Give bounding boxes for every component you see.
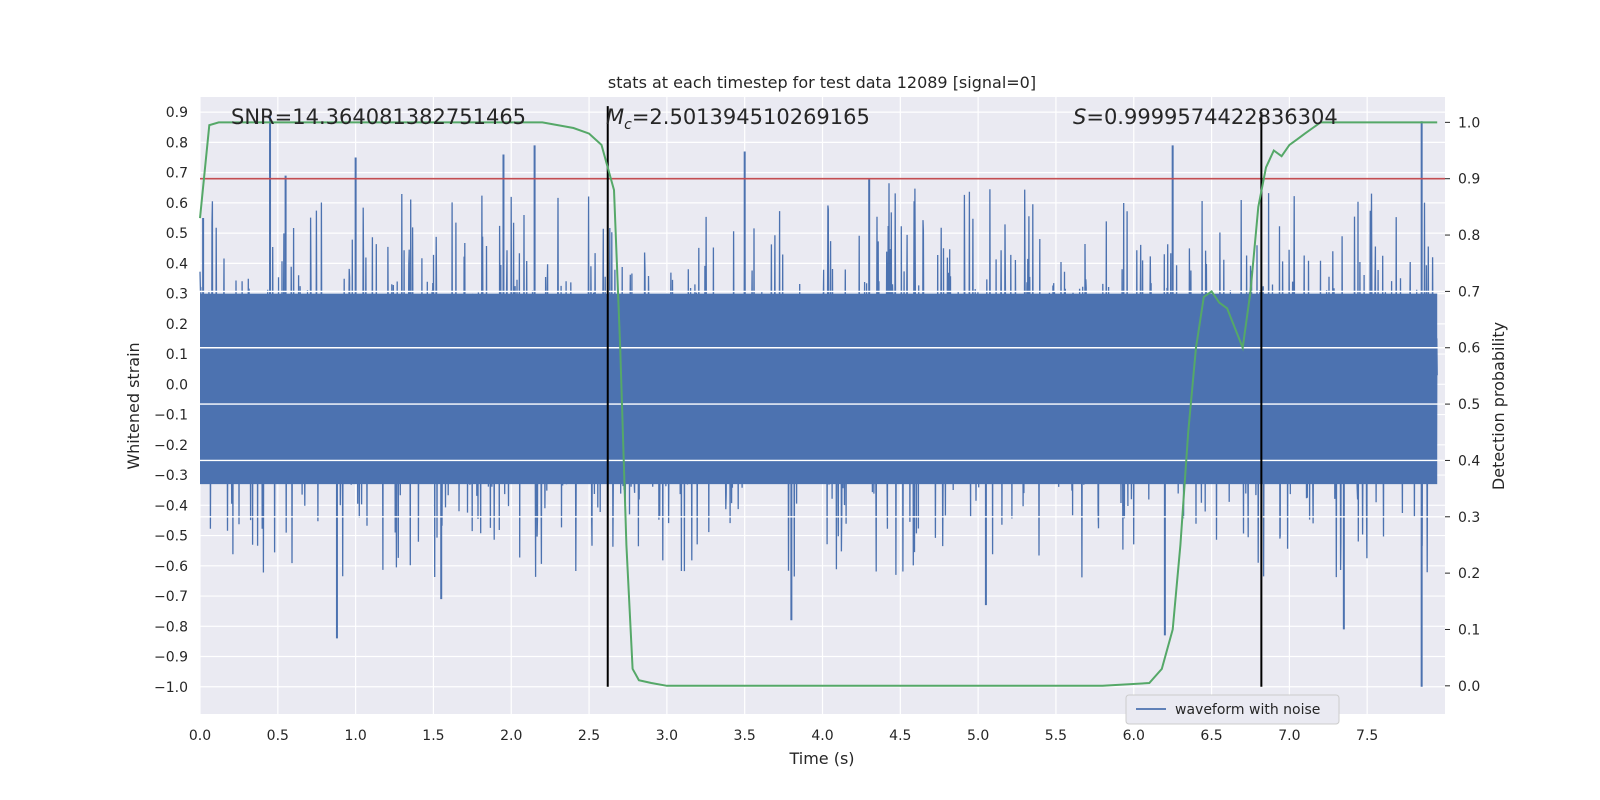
- y2-tick-label: 0.6: [1458, 341, 1480, 357]
- y2-tick-label: 0.9: [1458, 172, 1480, 188]
- chirp-mass-subscript: c: [624, 117, 632, 133]
- y-tick-label: −1.0: [154, 680, 188, 696]
- waveform-core: [200, 293, 1438, 485]
- y2-tick-label: 0.2: [1458, 566, 1480, 582]
- x-tick-label: 3.0: [656, 728, 678, 744]
- y-tick-label: 0.8: [166, 135, 188, 151]
- y2-axis-ticks: 1.0 0.9 0.8 0.7 0.6 0.5 0.4 0.3 0.2 0.1 0.0: [1445, 115, 1480, 695]
- y-axis-label: Whitened strain: [124, 342, 143, 469]
- y-axis-ticks: 0.9 0.8 0.7 0.6 0.5 0.4 0.3 0.2 0.1 0.0 −0.1 −0.2 −0…: [154, 105, 188, 696]
- x-tick-label: 7.0: [1278, 728, 1300, 744]
- chirp-mass-annotation: Mc=2.501394510269165: [606, 105, 870, 133]
- chirp-mass-symbol: M: [606, 105, 624, 129]
- y-tick-label: −0.6: [154, 559, 188, 575]
- chirp-mass-value: =2.501394510269165: [632, 105, 870, 129]
- x-tick-label: 6.5: [1200, 728, 1222, 744]
- y2-tick-label: 0.5: [1458, 397, 1480, 413]
- y-tick-label: −0.1: [154, 408, 188, 424]
- x-tick-label: 3.5: [734, 728, 756, 744]
- y2-tick-label: 0.7: [1458, 284, 1480, 300]
- x-axis-ticks: 0.0 0.5 1.0 1.5 2.0 2.5 3.0 3.5 4.0 4.5 5.0 5.5 6.0 6…: [189, 728, 1378, 744]
- x-tick-label: 6.0: [1123, 728, 1145, 744]
- y-tick-label: −0.7: [154, 589, 188, 605]
- y2-tick-label: 0.4: [1458, 453, 1480, 469]
- y-tick-label: −0.8: [154, 619, 188, 635]
- y2-tick-label: 0.1: [1458, 622, 1480, 638]
- x-tick-label: 2.5: [578, 728, 600, 744]
- y2-tick-label: 0.3: [1458, 510, 1480, 526]
- x-tick-label: 1.5: [422, 728, 444, 744]
- y-tick-label: 0.3: [166, 287, 188, 303]
- x-tick-label: 4.5: [889, 728, 911, 744]
- chart-title: stats at each timestep for test data 120…: [608, 73, 1036, 92]
- y-tick-label: 0.6: [166, 196, 188, 212]
- x-axis-label: Time (s): [788, 749, 854, 768]
- score-value: =0.9999574422836304: [1086, 105, 1337, 129]
- y-tick-label: 0.7: [166, 166, 188, 182]
- y-tick-label: −0.5: [154, 529, 188, 545]
- x-tick-label: 7.5: [1356, 728, 1378, 744]
- waveform-series: [199, 115, 1438, 687]
- legend-box: [1125, 694, 1340, 725]
- x-tick-label: 4.0: [811, 728, 833, 744]
- x-tick-label: 5.0: [967, 728, 989, 744]
- x-tick-label: 0.0: [189, 728, 211, 744]
- overlay: [199, 106, 1445, 687]
- y-tick-label: −0.9: [154, 650, 188, 666]
- y-tick-label: 0.4: [166, 256, 188, 272]
- y-tick-label: 0.5: [166, 226, 188, 242]
- x-tick-label: 1.0: [344, 728, 366, 744]
- y-tick-label: 0.1: [166, 347, 188, 363]
- snr-annotation: SNR=14.364081382751465: [231, 105, 526, 129]
- y-tick-label: 0.9: [166, 105, 188, 121]
- y2-tick-label: 0.0: [1458, 679, 1480, 695]
- y2-tick-label: 0.8: [1458, 228, 1480, 244]
- x-tick-label: 2.0: [500, 728, 522, 744]
- score-annotation: S=0.9999574422836304: [1073, 105, 1338, 129]
- y2-tick-label: 1.0: [1458, 115, 1480, 131]
- y-tick-label: −0.3: [154, 468, 188, 484]
- y-tick-label: 0.2: [166, 317, 188, 333]
- legend: waveform with noise: [1125, 694, 1340, 725]
- y-tick-label: −0.2: [154, 438, 188, 454]
- y-tick-label: 0.0: [166, 377, 188, 393]
- score-symbol: S: [1073, 105, 1086, 129]
- y-tick-label: −0.4: [154, 498, 188, 514]
- detection-probability-line: [199, 121, 1438, 687]
- x-tick-label: 0.5: [267, 728, 289, 744]
- legend-label: waveform with noise: [1175, 702, 1320, 718]
- y2-axis-label: Detection probability: [1489, 322, 1508, 490]
- x-tick-label: 5.5: [1045, 728, 1067, 744]
